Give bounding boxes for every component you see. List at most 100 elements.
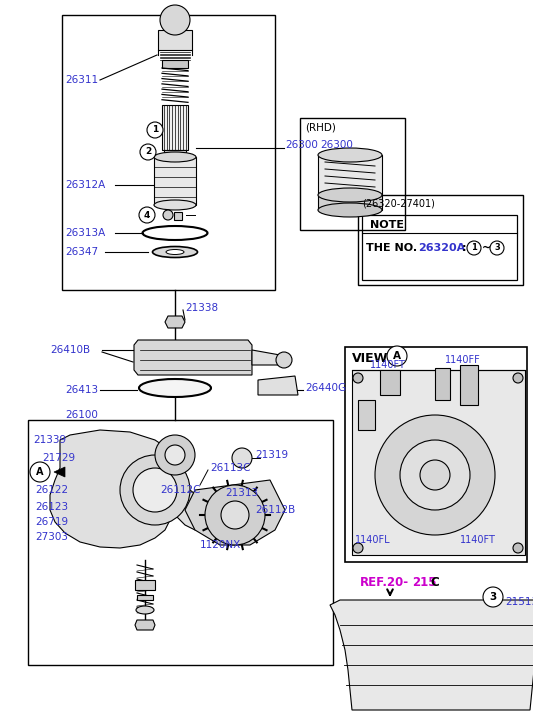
Text: VIEW: VIEW <box>352 351 389 364</box>
Ellipse shape <box>318 148 382 162</box>
Circle shape <box>232 448 252 468</box>
Text: 26347: 26347 <box>65 247 98 257</box>
Circle shape <box>147 122 163 138</box>
Polygon shape <box>135 620 155 630</box>
Polygon shape <box>165 316 185 328</box>
Text: 27303: 27303 <box>35 532 68 542</box>
Circle shape <box>353 543 363 553</box>
Polygon shape <box>162 60 188 68</box>
Polygon shape <box>330 600 533 710</box>
Circle shape <box>483 587 503 607</box>
Text: 26320A: 26320A <box>418 243 465 253</box>
Text: ~: ~ <box>482 243 491 253</box>
Polygon shape <box>164 150 186 156</box>
Circle shape <box>205 485 265 545</box>
Text: 26312A: 26312A <box>65 180 105 190</box>
Text: (26320-27401): (26320-27401) <box>362 198 435 208</box>
Ellipse shape <box>318 188 382 202</box>
Bar <box>62 15 275 290</box>
Text: 26123: 26123 <box>35 502 68 512</box>
Text: REF.20-: REF.20- <box>360 577 409 590</box>
Polygon shape <box>137 595 153 600</box>
Text: THE NO.: THE NO. <box>366 243 417 253</box>
Circle shape <box>467 241 481 255</box>
Text: A: A <box>393 351 401 361</box>
Polygon shape <box>258 376 298 395</box>
Polygon shape <box>318 195 382 210</box>
Circle shape <box>490 241 504 255</box>
Polygon shape <box>318 155 382 195</box>
Polygon shape <box>460 365 478 405</box>
Bar <box>345 347 527 562</box>
Text: 1140FT: 1140FT <box>460 535 496 545</box>
Text: C: C <box>430 577 439 590</box>
Polygon shape <box>352 370 525 555</box>
Ellipse shape <box>136 606 154 614</box>
Polygon shape <box>134 340 252 375</box>
Ellipse shape <box>139 379 211 397</box>
Polygon shape <box>154 157 196 205</box>
Circle shape <box>513 373 523 383</box>
Circle shape <box>375 415 495 535</box>
Circle shape <box>400 440 470 510</box>
Circle shape <box>120 455 190 525</box>
Text: 4: 4 <box>144 211 150 220</box>
Text: 26113C: 26113C <box>210 463 251 473</box>
Text: 26300: 26300 <box>320 140 353 150</box>
Circle shape <box>221 501 249 529</box>
Polygon shape <box>54 467 65 477</box>
Text: 26410B: 26410B <box>50 345 90 355</box>
Polygon shape <box>158 30 192 50</box>
Circle shape <box>420 460 450 490</box>
Ellipse shape <box>154 152 196 162</box>
Circle shape <box>139 207 155 223</box>
Circle shape <box>160 5 190 35</box>
Text: A: A <box>36 467 44 477</box>
Bar <box>362 215 517 280</box>
Text: 26311: 26311 <box>65 75 98 85</box>
Polygon shape <box>174 212 182 220</box>
Ellipse shape <box>154 200 196 210</box>
Bar <box>28 420 333 665</box>
Text: 26112B: 26112B <box>255 505 295 515</box>
Text: 26313A: 26313A <box>65 228 105 238</box>
Text: :: : <box>462 243 466 253</box>
Text: 21319: 21319 <box>255 450 288 460</box>
Circle shape <box>276 352 292 368</box>
Text: 1: 1 <box>471 244 477 252</box>
Text: 26112C: 26112C <box>160 485 200 495</box>
Polygon shape <box>252 350 280 365</box>
Circle shape <box>163 210 173 220</box>
Text: 26100: 26100 <box>65 410 98 420</box>
Text: 1: 1 <box>152 126 158 134</box>
Text: 21313: 21313 <box>225 488 258 498</box>
Polygon shape <box>435 368 450 400</box>
Text: 1120NX: 1120NX <box>200 540 241 550</box>
Circle shape <box>513 543 523 553</box>
Ellipse shape <box>152 246 198 257</box>
Bar <box>358 195 523 285</box>
Text: 1140FL: 1140FL <box>355 535 391 545</box>
Text: 215: 215 <box>412 577 437 590</box>
Circle shape <box>140 144 156 160</box>
Text: 3: 3 <box>494 244 500 252</box>
Text: 21339: 21339 <box>33 435 66 445</box>
Ellipse shape <box>166 249 184 254</box>
Text: 21513A: 21513A <box>505 597 533 607</box>
Polygon shape <box>358 400 375 430</box>
Text: 21338: 21338 <box>185 303 218 313</box>
Circle shape <box>353 373 363 383</box>
Polygon shape <box>162 105 188 150</box>
Text: 26122: 26122 <box>35 485 68 495</box>
Text: 26413: 26413 <box>65 385 98 395</box>
Polygon shape <box>50 430 220 548</box>
Text: 26719: 26719 <box>35 517 68 527</box>
Text: 26440G: 26440G <box>305 383 346 393</box>
Bar <box>300 118 405 230</box>
Text: NOTE: NOTE <box>370 220 404 230</box>
Ellipse shape <box>318 203 382 217</box>
Text: 3: 3 <box>489 592 497 602</box>
Circle shape <box>30 462 50 482</box>
Text: 21729: 21729 <box>42 453 75 463</box>
Text: 26300: 26300 <box>285 140 318 150</box>
